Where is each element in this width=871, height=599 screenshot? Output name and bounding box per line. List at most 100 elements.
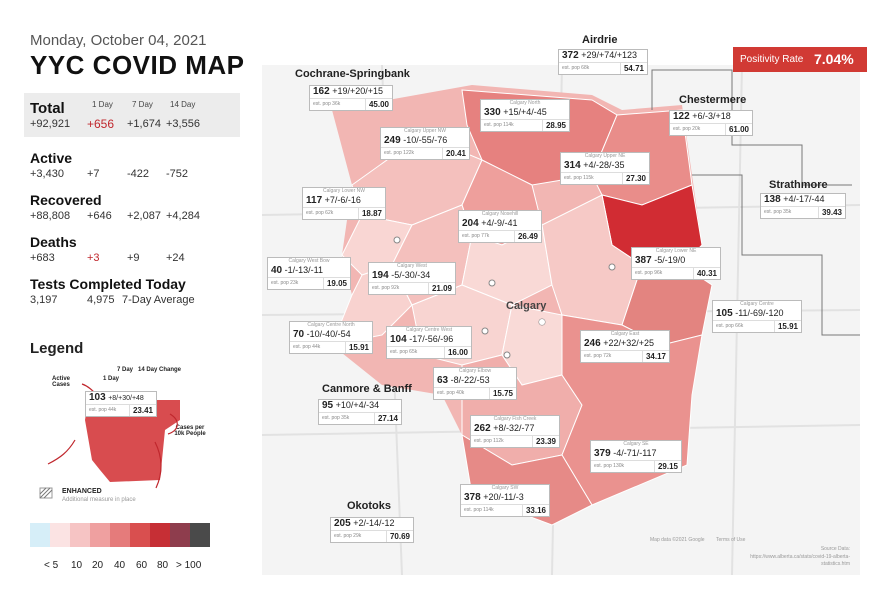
region-card-calgary-east[interactable]: Calgary East 246 +22/+32/+25 est. pop 72…: [580, 330, 670, 363]
region-card-calgary-west-bow[interactable]: Calgary West Bow 40 -1/-13/-11 est. pop …: [267, 257, 351, 290]
region-stats-row: est. pop 115k 27.30: [561, 172, 649, 184]
region-pop: est. pop 96k: [635, 270, 663, 276]
region-rate: 34.17: [641, 351, 669, 362]
deaths-value: +683: [30, 252, 55, 264]
region-active-cases: 105: [716, 308, 733, 319]
region-card-calgary-upper-nw[interactable]: Calgary Upper NW 249 -10/-55/-76 est. po…: [380, 127, 470, 160]
region-rate: 33.16: [521, 505, 549, 516]
region-card-calgary-centre[interactable]: Calgary Centre 105 -11/-69/-120 est. pop…: [712, 300, 802, 333]
tests-value: 3,197: [30, 294, 58, 306]
scale-label-7: > 100: [176, 560, 202, 571]
region-rate: 18.87: [357, 208, 385, 219]
region-active-cases: 63: [437, 375, 449, 386]
town-label-strathmore: Strathmore: [769, 179, 828, 191]
positivity-value: 7.04%: [814, 51, 854, 67]
region-name: Calgary West: [397, 263, 427, 269]
region-rate: 26.49: [513, 231, 541, 242]
region-active-cases: 372: [562, 50, 579, 61]
region-card-calgary-sw[interactable]: Calgary SW 378 +20/-11/-3 est. pop 114k 3…: [460, 484, 550, 517]
scale-swatch-2: [50, 523, 70, 547]
deaths-7day: +9: [127, 252, 140, 264]
legend-arrow-left: [47, 439, 76, 465]
region-stats-row: est. pop 130k 29.15: [591, 460, 681, 472]
region-cases-row: 387 -5/-19/0: [632, 255, 720, 266]
region-rate: 29.15: [653, 461, 681, 472]
region-changes: -8/-22/-53: [450, 375, 490, 385]
region-changes: -11/-69/-120: [735, 308, 784, 318]
region-card-calgary-lower-nw[interactable]: Calgary Lower NW 117 +7/-6/-16 est. pop …: [302, 187, 386, 220]
region-stats-row: est. pop 23k 19.05: [268, 277, 350, 289]
region-name: Calgary SW: [491, 485, 519, 491]
region-rate: 61.00: [724, 124, 752, 135]
region-card-calgary-lower-ne[interactable]: Calgary Lower NE 387 -5/-19/0 est. pop 9…: [631, 247, 721, 280]
region-name: Calgary Upper NW: [404, 128, 446, 134]
region-stats-row: est. pop 66k 15.91: [713, 320, 801, 332]
region-pop: est. pop 40k: [437, 390, 465, 396]
region-card-okotoks[interactable]: 205 +2/-14/-12 est. pop 29k 70.69: [330, 517, 414, 543]
positivity-label: Positivity Rate: [740, 54, 804, 65]
region-pop: est. pop 130k: [594, 463, 625, 469]
terms-link[interactable]: Terms of Use: [716, 537, 746, 543]
region-card-calgary-west[interactable]: Calgary West 194 -5/-30/-34 est. pop 92k…: [368, 262, 456, 295]
region-rate: 15.91: [773, 321, 801, 332]
region-rate: 40.31: [692, 268, 720, 279]
region-active-cases: 122: [673, 111, 690, 122]
region-cases-row: 70 -10/-40/-54: [290, 329, 372, 340]
region-rate: 28.95: [541, 120, 569, 131]
region-card-chestermere[interactable]: 122 +6/-3/+18 est. pop 20k 61.00: [669, 110, 753, 136]
town-label-airdrie: Airdrie: [582, 34, 618, 46]
region-name: Calgary Elbow: [458, 368, 492, 374]
region-rate: 70.69: [385, 531, 413, 542]
region-pop: est. pop 23k: [271, 280, 299, 286]
legend-14day-label: 14 Day Change: [138, 367, 182, 373]
region-stats-row: est. pop 62k 18.87: [303, 207, 385, 219]
legend-sample-rate: 23.41: [128, 405, 156, 416]
region-cases-row: 246 +22/+32/+25: [581, 338, 669, 349]
region-card-calgary-upper-ne[interactable]: Calgary Upper NE 314 +4/-28/-35 est. pop…: [560, 152, 650, 185]
region-cases-row: 205 +2/-14/-12: [331, 518, 413, 529]
region-cases-row: 104 -17/-56/-96: [387, 334, 471, 345]
region-card-calgary-centre-west[interactable]: Calgary Centre West 104 -17/-56/-96 est.…: [386, 326, 472, 359]
region-pop: est. pop 112k: [474, 438, 504, 444]
region-card-calgary-se[interactable]: Calgary SE 379 -4/-71/-117 est. pop 130k…: [590, 440, 682, 473]
scale-swatch-3: [70, 523, 90, 547]
region-active-cases: 104: [390, 334, 407, 345]
legend-sample-cases: 103: [89, 392, 106, 403]
region-cases-row: 63 -8/-22/-53: [434, 375, 516, 386]
region-stats-row: est. pop 72k 34.17: [581, 350, 669, 362]
source-url[interactable]: https://www.alberta.ca/stats/covid-19-al…: [750, 554, 850, 567]
legend-sample-pop: est. pop 44k: [89, 407, 117, 413]
active-label: Active: [30, 150, 73, 166]
region-rate: 27.30: [621, 173, 649, 184]
region-changes: +20/-11/-3: [483, 492, 524, 502]
region-changes: -4/-71/-117: [613, 448, 657, 458]
region-card-calgary-centre-north[interactable]: Calgary Centre North 70 -10/-40/-54 est.…: [289, 321, 373, 354]
region-card-airdrie[interactable]: 372 +29/+74/+123 est. pop 68k 54.71: [558, 49, 648, 75]
deaths-14day: +24: [166, 252, 185, 264]
region-name: Calgary SE: [623, 441, 649, 447]
region-card-calgary-fish-creek[interactable]: Calgary Fish Creek 262 +8/-32/-77 est. p…: [470, 415, 560, 448]
legend-active-label: Active Cases: [51, 376, 70, 388]
region-cases-row: 40 -1/-13/-11: [268, 265, 350, 276]
scale-swatch-4: [90, 523, 110, 547]
region-rate: 45.00: [364, 99, 392, 110]
legend-color-scale: [30, 523, 210, 547]
town-label-canmore: Canmore & Banff: [322, 383, 412, 395]
region-card-calgary-nosehill[interactable]: Calgary Nosehill 204 +4/-9/-41 est. pop …: [458, 210, 542, 243]
region-cases-row: 117 +7/-6/-16: [303, 195, 385, 206]
region-active-cases: 387: [635, 255, 652, 266]
region-cases-row: 122 +6/-3/+18: [670, 111, 752, 122]
region-rate: 19.05: [322, 278, 350, 289]
region-card-strathmore[interactable]: 138 +4/-17/-44 est. pop 35k 39.43: [760, 193, 846, 219]
scale-label-1: < 5: [44, 560, 59, 571]
region-card-cochrane[interactable]: 162 +19/+20/+15 est. pop 36k 45.00: [309, 85, 393, 111]
region-stats-row: est. pop 122k 20.41: [381, 147, 469, 159]
region-stats-row: est. pop 36k 45.00: [310, 98, 392, 110]
region-card-calgary-north[interactable]: Calgary North 330 +15/+4/-45 est. pop 11…: [480, 99, 570, 132]
legend-sample-card: 103 +8/+30/+48 est. pop 44k 23.41: [85, 391, 157, 417]
region-active-cases: 314: [564, 160, 581, 171]
scale-label-4: 40: [114, 560, 126, 571]
region-card-canmore[interactable]: 95 +10/+4/-34 est. pop 35k 27.14: [318, 399, 402, 425]
region-card-calgary-elbow[interactable]: Calgary Elbow 63 -8/-22/-53 est. pop 40k…: [433, 367, 517, 400]
legend-sample-changes: +8/+30/+48: [108, 395, 144, 402]
